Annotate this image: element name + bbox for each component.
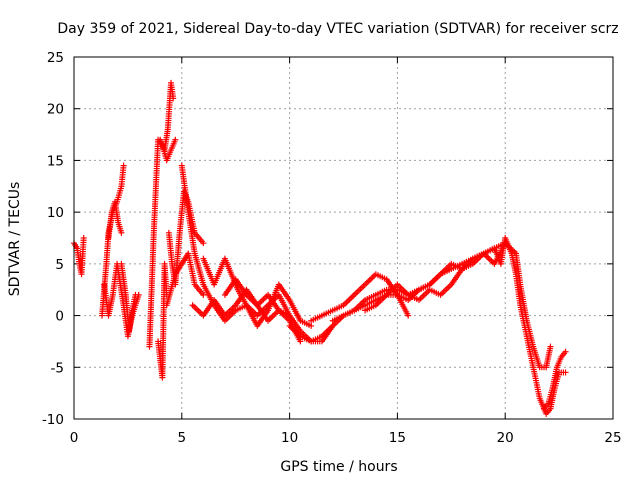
y-tick-label: 20 <box>47 102 64 118</box>
data-point <box>172 136 179 143</box>
data-point <box>132 291 139 298</box>
x-tick-label: 25 <box>604 430 621 446</box>
series-t21 <box>541 348 569 412</box>
y-tick-label: -10 <box>42 412 64 428</box>
series-t7 <box>157 79 177 154</box>
data-point <box>297 338 304 345</box>
series-t13 <box>200 255 315 329</box>
data-point <box>286 312 293 319</box>
series-t1 <box>71 235 87 278</box>
y-tick-label: 5 <box>55 257 64 273</box>
x-tick-label: 15 <box>389 430 406 446</box>
x-tick-label: 0 <box>70 430 79 446</box>
data-point <box>170 95 177 102</box>
x-tick-label: 5 <box>178 430 187 446</box>
y-tick-label: 25 <box>47 50 64 66</box>
data-points <box>71 79 569 417</box>
x-tick-label: 10 <box>281 430 298 446</box>
y-tick-label: 10 <box>47 205 64 221</box>
y-tick-label: 0 <box>55 309 64 325</box>
data-point <box>80 235 87 241</box>
x-tick-label: 20 <box>497 430 514 446</box>
data-point <box>200 291 207 298</box>
x-axis-label: GPS time / hours <box>280 459 397 475</box>
series-t14 <box>221 276 293 324</box>
y-tick-label: 15 <box>47 153 64 169</box>
y-tick-label: -5 <box>51 360 64 376</box>
data-point <box>118 229 125 236</box>
data-point <box>547 343 554 350</box>
series-t6 <box>146 136 179 350</box>
data-point <box>562 348 569 355</box>
chart-title: Day 359 of 2021, Sidereal Day-to-day VTE… <box>57 21 618 37</box>
plot-frame <box>73 56 614 420</box>
y-tick-labels: -10 -5 0 5 10 15 20 25 <box>42 50 64 428</box>
series-t11 <box>178 162 336 345</box>
data-point <box>200 240 207 247</box>
data-point <box>562 369 569 376</box>
data-point <box>308 322 315 329</box>
series-t19 <box>491 235 569 417</box>
series-t9 <box>155 260 170 381</box>
data-point <box>405 312 412 319</box>
x-tick-labels: 0 5 10 15 20 25 <box>70 430 622 446</box>
series-t18 <box>362 245 498 314</box>
series-t4 <box>105 198 125 241</box>
series-t5 <box>118 260 139 335</box>
series-t20 <box>512 250 554 371</box>
data-point <box>120 162 127 169</box>
y-axis-label: SDTVAR / TECUs <box>7 182 23 297</box>
series-t10 <box>163 250 207 309</box>
